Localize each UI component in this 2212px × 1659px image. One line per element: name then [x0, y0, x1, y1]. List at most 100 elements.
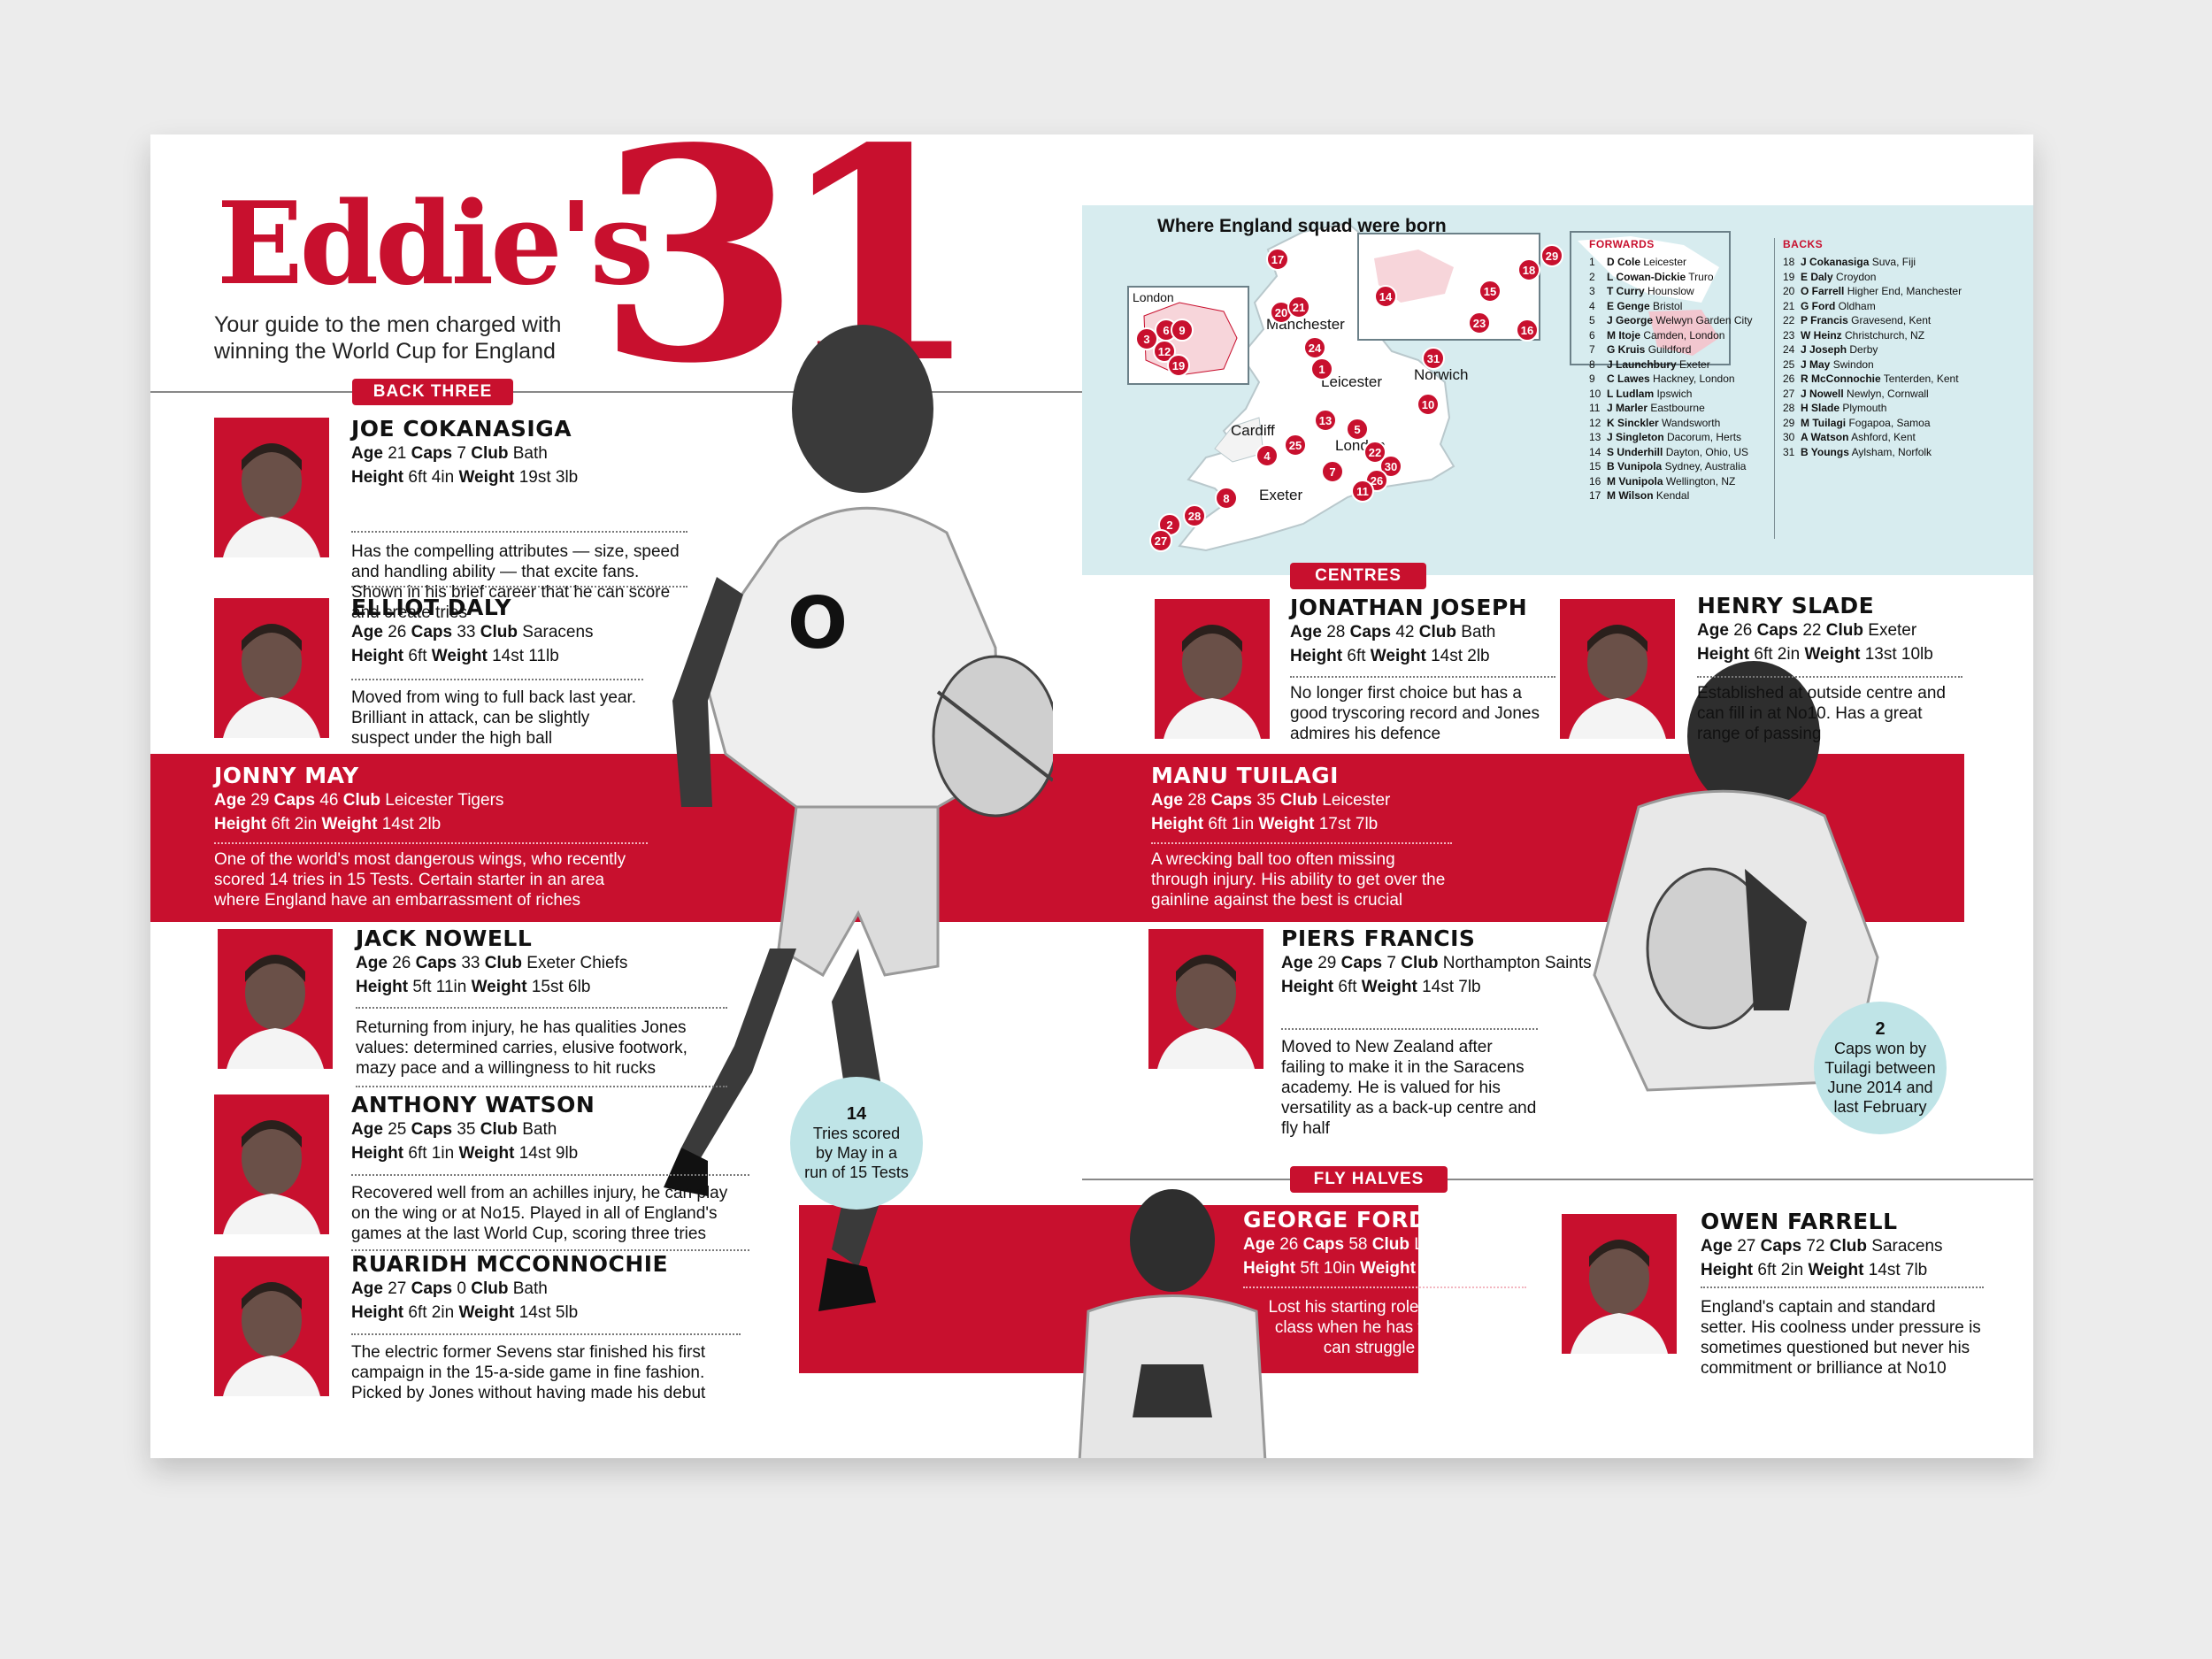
- roster-row: 24 J Joseph Derby: [1783, 343, 1878, 356]
- roster-row: 14 S Underhill Dayton, Ohio, US: [1589, 445, 1749, 458]
- backs-list: 18 J Cokanasiga Suva, Fiji 19 E Daly Croydo…: [1783, 255, 1986, 459]
- map-pin: 17: [1266, 248, 1289, 271]
- roster-row: 30 A Watson Ashford, Kent: [1783, 431, 1916, 443]
- roster-row: 17 M Wilson Kendal: [1589, 489, 1690, 502]
- roster-row: 29 M Tuilagi Fogapoa, Samoa: [1783, 416, 1931, 429]
- dotted-divider: [1290, 676, 1555, 678]
- player-age-caps-club: Age 26 Caps 33 Club Exeter Chiefs: [356, 954, 628, 972]
- player-description: The electric former Sevens star finished…: [351, 1343, 706, 1402]
- map-title: Where England squad were born: [1157, 216, 1447, 236]
- roster-row: 11 J Marler Eastbourne: [1589, 402, 1705, 414]
- player-headshot-icon: [1157, 955, 1255, 1069]
- dotted-divider: [1701, 1286, 1984, 1288]
- player-name: ELLIOT DALY: [351, 595, 511, 620]
- dotted-divider: [351, 1174, 749, 1176]
- player-portrait: [1562, 1214, 1677, 1354]
- roster-row: 27 J Nowell Newlyn, Cornwall: [1783, 387, 1929, 400]
- roster-row: 18 J Cokanasiga Suva, Fiji: [1783, 256, 1916, 268]
- dotted-divider: [1243, 1286, 1526, 1288]
- roster-row: 19 E Daly Croydon: [1783, 270, 1877, 283]
- player-description: Established at outside centre and can fi…: [1697, 684, 1946, 743]
- dotted-divider: [351, 1249, 749, 1251]
- player-headshot-icon: [1569, 625, 1666, 739]
- map-pin: 7: [1321, 460, 1344, 483]
- player-name: GEORGE FORD: [1243, 1207, 1428, 1233]
- map-pin: 23: [1468, 311, 1491, 334]
- player-description: Moved from wing to full back last year. …: [351, 688, 637, 748]
- player-height-weight: Height 5ft 10in Weight 13st 3lb: [1243, 1259, 1479, 1278]
- dotted-divider: [214, 842, 648, 844]
- page-subtitle: Your guide to the men charged with winni…: [214, 312, 562, 364]
- map-pin: 4: [1256, 444, 1279, 467]
- map-pin: 1: [1310, 357, 1333, 380]
- player-height-weight: Height 6ft 2in Weight 14st 7lb: [1701, 1261, 1928, 1279]
- roster-divider: [1774, 238, 1775, 539]
- player-height-weight: Height 6ft Weight 14st 2lb: [1290, 647, 1490, 665]
- player-description: Lost his starting role last year. Oozes …: [1268, 1298, 1544, 1357]
- map-pin: 9: [1171, 319, 1194, 342]
- player-name: RUARIDH MCCONNOCHIE: [351, 1251, 669, 1277]
- jonny-may-hero-photo: O: [664, 325, 1053, 1311]
- birthplace-map: Where England squad were born London Man…: [1082, 205, 2033, 575]
- roster-row: 15 B Vunipola Sydney, Australia: [1589, 460, 1747, 472]
- player-headshot-icon: [223, 1282, 320, 1396]
- player-headshot-icon: [1571, 1240, 1668, 1354]
- player-portrait: [1148, 929, 1263, 1069]
- city-cardiff: Cardiff: [1231, 422, 1275, 439]
- player-age-caps-club: Age 26 Caps 33 Club Saracens: [351, 623, 594, 641]
- george-ford-photo: [1078, 1189, 1267, 1458]
- roster-row: 23 W Heinz Christchurch, NZ: [1783, 328, 1925, 342]
- player-age-caps-club: Age 21 Caps 7 Club Bath: [351, 444, 548, 463]
- roster-row: 13 J Singleton Dacorum, Herts: [1589, 431, 1742, 443]
- player-name: HENRY SLADE: [1697, 593, 1875, 618]
- map-pin: 18: [1517, 258, 1540, 281]
- map-pin: 15: [1479, 280, 1502, 303]
- player-height-weight: Height 6ft Weight 14st 7lb: [1281, 978, 1481, 996]
- dotted-divider: [351, 586, 687, 588]
- player-name: MANU TUILAGI: [1151, 763, 1339, 788]
- map-pin: 14: [1374, 285, 1397, 308]
- dotted-divider: [351, 531, 687, 533]
- player-height-weight: Height 6ft 1in Weight 17st 7lb: [1151, 815, 1379, 833]
- player-headshot-icon: [1164, 625, 1261, 739]
- roster-row: 22 P Francis Gravesend, Kent: [1783, 314, 1932, 326]
- player-portrait: [214, 418, 329, 557]
- map-pin: 30: [1379, 455, 1402, 478]
- player-portrait: [214, 1094, 329, 1234]
- backs-heading: BACKS: [1783, 238, 1824, 250]
- map-pin: 16: [1516, 319, 1539, 342]
- player-height-weight: Height 6ft 4in Weight 19st 3lb: [351, 468, 579, 487]
- player-height-weight: Height 6ft 2in Weight 14st 2lb: [214, 815, 442, 833]
- forwards-heading: FORWARDS: [1589, 238, 1655, 250]
- page-title: Eddie's: [217, 178, 654, 311]
- player-portrait: [1560, 599, 1675, 739]
- map-pin: 31: [1422, 347, 1445, 370]
- player-height-weight: Height 6ft Weight 14st 11lb: [351, 647, 559, 665]
- city-norwich: Norwich: [1414, 366, 1469, 383]
- section-centres: CENTRES: [1290, 563, 1426, 589]
- city-exeter: Exeter: [1259, 487, 1303, 503]
- player-age-caps-club: Age 27 Caps 0 Club Bath: [351, 1279, 548, 1298]
- player-name: JONATHAN JOSEPH: [1290, 595, 1528, 620]
- city-leicester: Leicester: [1321, 373, 1382, 390]
- stat-bubble-may: 14 Tries scored by May in a run of 15 Te…: [790, 1077, 923, 1210]
- roster-row: 10 L Ludlam Ipswich: [1589, 387, 1693, 400]
- player-height-weight: Height 5ft 11in Weight 15st 6lb: [356, 978, 591, 996]
- player-headshot-icon: [223, 1120, 320, 1234]
- section-fly-halves: FLY HALVES: [1290, 1166, 1448, 1193]
- player-description: Moved to New Zealand after failing to ma…: [1281, 1038, 1537, 1138]
- map-pin: 12: [1153, 340, 1176, 363]
- player-portrait: [1155, 599, 1270, 739]
- map-pin: 19: [1167, 354, 1190, 377]
- roster-row: 16 M Vunipola Wellington, NZ: [1589, 474, 1736, 488]
- player-age-caps-club: Age 27 Caps 72 Club Saracens: [1701, 1237, 1943, 1256]
- roster-row: 20 O Farrell Higher End, Manchester: [1783, 285, 1962, 297]
- dotted-divider: [1697, 676, 1962, 678]
